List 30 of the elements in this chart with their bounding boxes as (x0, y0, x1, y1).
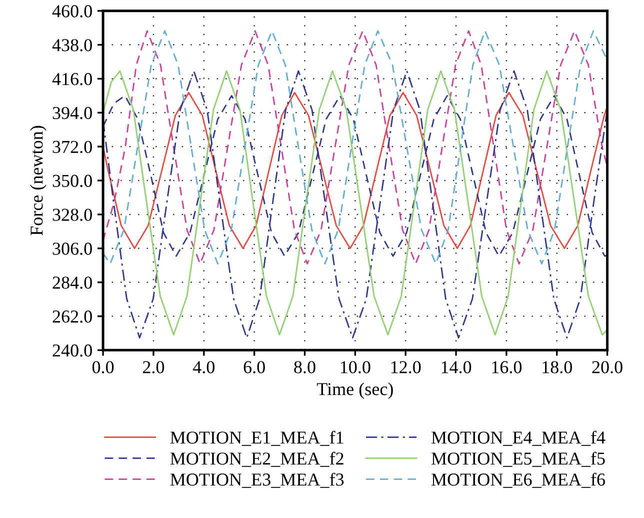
x-tick-label: 16.0 (492, 361, 522, 374)
x-tick-label: 4.0 (192, 361, 214, 374)
x-tick-label: 12.0 (391, 361, 421, 374)
y-tick-label: 372.0 (52, 140, 92, 154)
y-tick-label: 240.0 (52, 344, 92, 357)
x-tick-label: 20.0 (592, 361, 622, 374)
x-tick-label: 10.0 (340, 361, 370, 374)
y-tick-label: 416.0 (52, 72, 92, 86)
y-tick-label: 350.0 (52, 174, 92, 188)
legend-label: MOTION_E4_MEA_f4 (432, 430, 606, 446)
legend-label: MOTION_E1_MEA_f1 (170, 430, 344, 446)
y-tick-label: 306.0 (52, 242, 92, 255)
y-tick-label: 460.0 (52, 5, 92, 18)
y-tick-label: 438.0 (52, 39, 92, 52)
x-tick-label: 18.0 (542, 361, 572, 374)
legend-label: MOTION_E5_MEA_f5 (432, 452, 605, 467)
y-tick-label: 284.0 (52, 276, 92, 289)
y-tick-label: 328.0 (52, 208, 92, 221)
x-axis-title: Time (sec) (316, 382, 393, 399)
y-tick-label: 394.0 (52, 106, 92, 120)
legend-label: MOTION_E2_MEA_f2 (170, 452, 344, 467)
y-axis-title: Force (newton) (30, 126, 46, 236)
x-tick-label: 2.0 (142, 361, 164, 374)
x-tick-label: 6.0 (244, 361, 265, 374)
x-tick-label: 0.0 (92, 361, 114, 374)
legend-label: MOTION_E6_MEA_f6 (432, 472, 605, 488)
x-tick-label: 8.0 (294, 361, 316, 374)
y-tick-label: 262.0 (52, 310, 92, 323)
legend-label: MOTION_E3_MEA_f3 (170, 472, 344, 488)
x-tick-label: 14.0 (442, 361, 472, 374)
